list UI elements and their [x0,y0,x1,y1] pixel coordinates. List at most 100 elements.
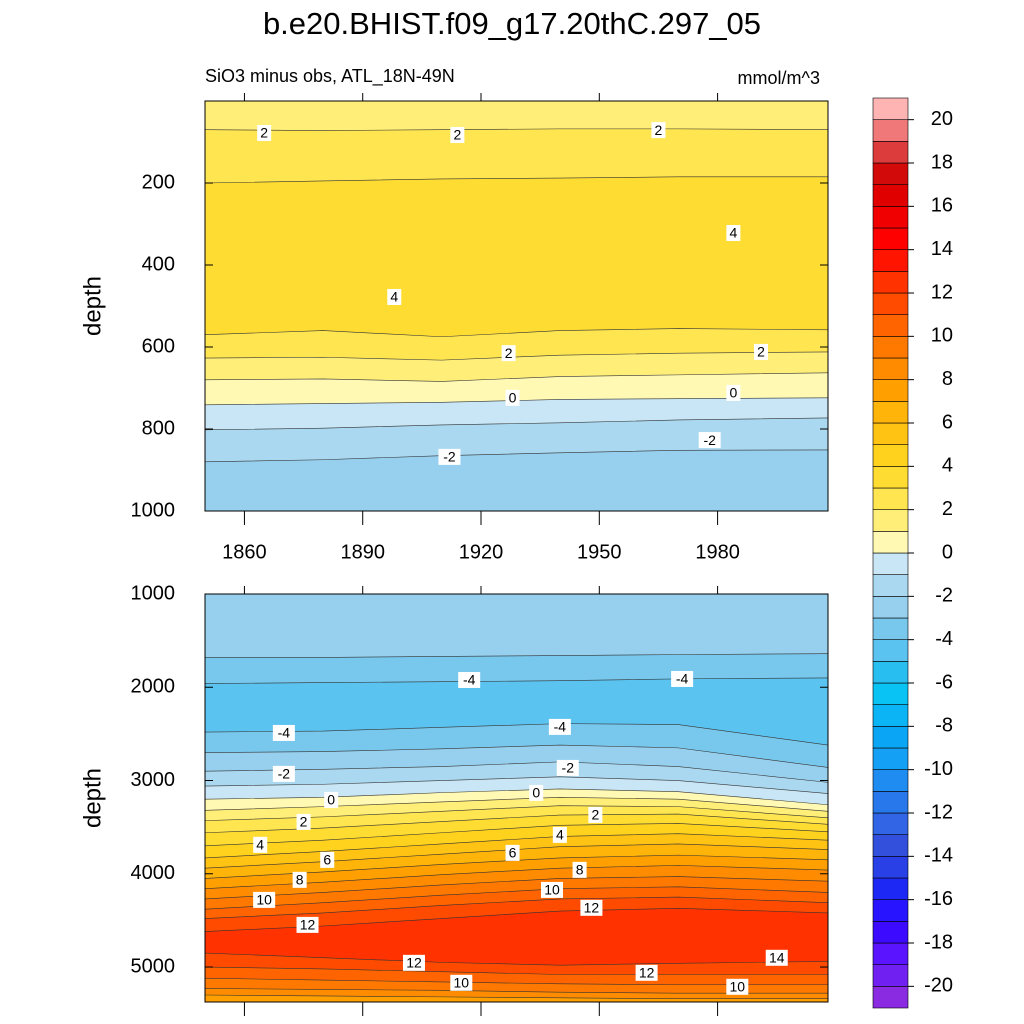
colorbar-box [872,899,909,922]
contour-label-bg [572,861,587,878]
colorbar-box [872,314,909,337]
plot-area: 2 2 2 4 4 2 2 0 0 -2 -2 [205,101,828,511]
contour-line [205,833,828,859]
contour-line [205,952,828,966]
contour-label-bg [580,899,603,916]
contour-line [205,723,828,746]
colorbar-box [872,812,909,835]
contour-line [205,776,828,794]
colorbar-box [872,639,909,662]
y-tick-label: 1000 [131,582,176,604]
contour-label: 4 [552,826,567,843]
colorbar-box [872,531,909,554]
contour-label-bg [552,826,567,843]
colorbar-label: 0 [942,541,953,563]
y-tick-label: 5000 [131,955,176,977]
x-tick-label: 1980 [695,541,740,563]
contour-label-bg [726,225,741,242]
contour-label-bg [450,127,465,144]
contour-label-text: 0 [729,385,737,401]
contour-label-bg [253,836,268,853]
colorbar-label: -18 [924,931,953,953]
y-tick-label: 600 [142,335,175,357]
contour-label-text: 2 [591,807,599,823]
contour-line [205,351,828,361]
contour-fill [205,128,828,184]
contour-line [205,843,828,869]
contour-label-bg [765,949,788,966]
contour-label-text: 0 [509,390,517,406]
contour-label: 14 [765,949,788,966]
contour-fill [205,176,828,338]
colorbar-box [872,747,909,770]
y-tick-label: 400 [142,253,175,275]
contour-line [205,653,828,658]
contour-label-text: 12 [639,965,655,981]
contour-line [205,397,828,406]
contour-label-text: 0 [532,785,540,801]
colorbar-box [872,184,909,207]
contour-label-bg [458,671,481,688]
colorbar-label: 6 [942,411,953,433]
contour-line [205,876,828,900]
contour-line [205,328,828,338]
x-tick-label: 1920 [459,541,504,563]
contour-line [205,988,828,994]
contour-label: 4 [387,289,402,305]
contour-label-text: -2 [703,432,716,448]
contour-label: 8 [572,861,587,878]
contour-label-text: -2 [562,760,575,776]
contour-label: -4 [272,725,295,741]
colorbar-box [872,921,909,944]
contour-line [205,966,828,975]
contour-label-text: 10 [730,979,746,995]
colorbar-label: 4 [942,455,953,477]
contour-label-text: 10 [256,892,272,908]
colorbar-label: -8 [935,715,953,737]
contour-label-text: 4 [256,837,264,853]
contour-label-bg [588,806,603,823]
contour-label-text: 8 [296,872,304,888]
colorbar-label: -4 [935,628,953,650]
colorbar-box [872,964,909,987]
colorbar-box [872,682,909,705]
colorbar-box [872,162,909,185]
colorbar-label: 20 [931,108,953,130]
colorbar-box [872,336,909,359]
contour-label-text: 12 [584,900,600,916]
contour-label: 10 [726,979,749,995]
contour-label-bg [257,124,272,141]
colorbar-box [872,596,909,619]
contour-label-text: 2 [505,345,513,361]
subtitle: SiO3 minus obs, ATL_18N-49N [205,66,455,87]
colorbar-box [872,97,909,120]
contour-label-text: 10 [544,882,560,898]
contour-line [205,176,828,184]
contour-label-bg [726,384,741,401]
contour-label: -2 [272,765,295,782]
contour-label-text: 12 [406,955,422,971]
colorbar-box [872,141,909,164]
contour-label-bg [548,718,571,735]
contour-line [205,128,828,131]
contour-label-text: -4 [676,671,689,687]
contour-label: 10 [540,882,563,898]
colorbar-label: -2 [935,585,953,607]
plot-area: -4 -4 -4 -4 -2 -2 0 0 2 2 4 4 6 6 8 8 10 10 12 12 14 12 12 10 10 [205,594,828,1002]
contour-label: 2 [651,122,666,139]
colorbar-label: -10 [924,758,953,780]
contour-label: -4 [548,718,571,735]
colorbar-label: -12 [924,801,953,823]
contour-line [205,372,828,382]
contour-label-bg [272,765,295,782]
colorbar-box [872,617,909,640]
contour-label: -4 [671,671,694,687]
contour-label-bg [402,954,425,971]
contour-label: 6 [505,845,520,861]
contour-label: 4 [726,225,741,242]
contour-label-text: 2 [260,125,268,141]
contour-label: 8 [292,872,307,888]
colorbar-box [872,726,909,749]
colorbar-box [872,292,909,315]
